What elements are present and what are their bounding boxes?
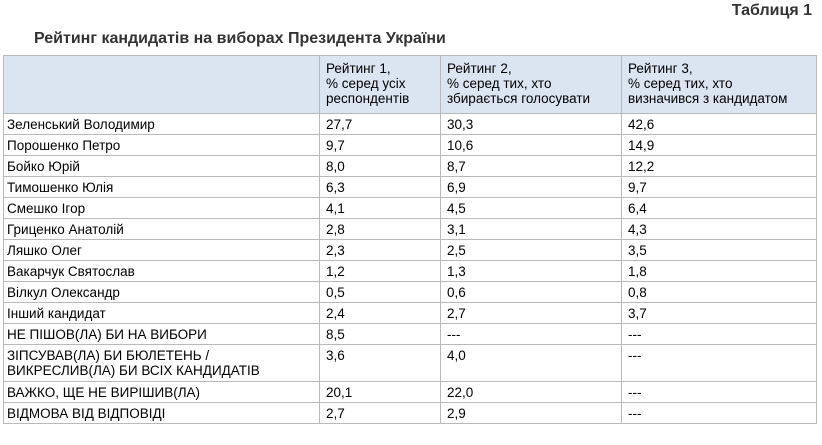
rating-table: Рейтинг 1,% серед усіх респондентів Рейти… <box>3 55 817 424</box>
value-cell-rating-2: 2,9 <box>440 402 622 424</box>
value-cell-rating-1: 0,5 <box>319 281 441 303</box>
table-row: Інший кандидат 2,4 2,7 3,7 <box>3 302 817 324</box>
header-cell-empty <box>3 55 320 114</box>
row-label-cell: Ляшко Олег <box>3 239 320 261</box>
value-cell-rating-2: 10,6 <box>440 134 622 156</box>
value-cell-rating-2: 4,5 <box>440 197 622 219</box>
value-cell-rating-1: 4,1 <box>319 197 441 219</box>
row-label-cell: Гриценко Анатолій <box>3 218 320 240</box>
value-cell-rating-2: 22,0 <box>440 381 622 403</box>
value-cell-rating-2: 4,0 <box>440 344 622 382</box>
row-label-cell: ЗІПСУВАВ(ЛА) БИ БЮЛЕТЕНЬ / ВИКРЕСЛИВ(ЛА) … <box>3 344 320 382</box>
value-cell-rating-1: 3,6 <box>319 344 441 382</box>
value-cell-rating-2: 6,9 <box>440 176 622 198</box>
value-cell-rating-3: --- <box>621 323 817 345</box>
table-row: Вакарчук Святослав 1,2 1,3 1,8 <box>3 260 817 282</box>
table-row: Тимошенко Юлія 6,3 6,9 9,7 <box>3 176 817 198</box>
table-row: Гриценко Анатолій 2,8 3,1 4,3 <box>3 218 817 240</box>
value-cell-rating-3: --- <box>621 402 817 424</box>
value-cell-rating-1: 20,1 <box>319 381 441 403</box>
value-cell-rating-2: 1,3 <box>440 260 622 282</box>
value-cell-rating-1: 8,5 <box>319 323 441 345</box>
row-label-cell: Зеленський Володимир <box>3 113 320 135</box>
value-cell-rating-3: 3,5 <box>621 239 817 261</box>
value-cell-rating-3: 14,9 <box>621 134 817 156</box>
value-cell-rating-1: 2,3 <box>319 239 441 261</box>
table-row: Порошенко Петро 9,7 10,6 14,9 <box>3 134 817 156</box>
value-cell-rating-3: 4,3 <box>621 218 817 240</box>
table-row: Бойко Юрій 8,0 8,7 12,2 <box>3 155 817 177</box>
value-cell-rating-2: 8,7 <box>440 155 622 177</box>
value-cell-rating-1: 2,7 <box>319 402 441 424</box>
table-row: ВАЖКО, ЩЕ НЕ ВИРІШИВ(ЛА) 20,1 22,0 --- <box>3 381 817 403</box>
value-cell-rating-3: --- <box>621 381 817 403</box>
table-row: НЕ ПІШОВ(ЛА) БИ НА ВИБОРИ 8,5 --- --- <box>3 323 817 345</box>
value-cell-rating-3: 1,8 <box>621 260 817 282</box>
table-row: ЗІПСУВАВ(ЛА) БИ БЮЛЕТЕНЬ / ВИКРЕСЛИВ(ЛА) … <box>3 344 817 382</box>
row-label-cell: Вакарчук Святослав <box>3 260 320 282</box>
row-label-cell: НЕ ПІШОВ(ЛА) БИ НА ВИБОРИ <box>3 323 320 345</box>
value-cell-rating-2: --- <box>440 323 622 345</box>
value-cell-rating-1: 2,4 <box>319 302 441 324</box>
value-cell-rating-3: 3,7 <box>621 302 817 324</box>
table-row: Зеленський Володимир 27,7 30,3 42,6 <box>3 113 817 135</box>
row-label-cell: Бойко Юрій <box>3 155 320 177</box>
table-row: Смешко Ігор 4,1 4,5 6,4 <box>3 197 817 219</box>
table-row: Вілкул Олександр 0,5 0,6 0,8 <box>3 281 817 303</box>
value-cell-rating-2: 2,7 <box>440 302 622 324</box>
row-label-cell: Порошенко Петро <box>3 134 320 156</box>
table-number-label: Таблиця 1 <box>731 2 812 19</box>
value-cell-rating-1: 2,8 <box>319 218 441 240</box>
value-cell-rating-3: 12,2 <box>621 155 817 177</box>
header-cell-rating-1: Рейтинг 1,% серед усіх респондентів <box>319 55 441 114</box>
table-title: Рейтинг кандидатів на виборах Президента… <box>34 30 446 47</box>
value-cell-rating-3: --- <box>621 344 817 382</box>
value-cell-rating-1: 27,7 <box>319 113 441 135</box>
value-cell-rating-3: 6,4 <box>621 197 817 219</box>
row-label-cell: ВІДМОВА ВІД ВІДПОВІДІ <box>3 402 320 424</box>
value-cell-rating-1: 8,0 <box>319 155 441 177</box>
header-cell-rating-2: Рейтинг 2,% серед тих, хто збирається гол… <box>440 55 622 114</box>
value-cell-rating-2: 30,3 <box>440 113 622 135</box>
row-label-cell: ВАЖКО, ЩЕ НЕ ВИРІШИВ(ЛА) <box>3 381 320 403</box>
table-row: Ляшко Олег 2,3 2,5 3,5 <box>3 239 817 261</box>
row-label-cell: Смешко Ігор <box>3 197 320 219</box>
table-row: ВІДМОВА ВІД ВІДПОВІДІ 2,7 2,9 --- <box>3 402 817 424</box>
value-cell-rating-3: 9,7 <box>621 176 817 198</box>
value-cell-rating-2: 3,1 <box>440 218 622 240</box>
header-row: Рейтинг 1,% серед усіх респондентів Рейти… <box>3 55 817 114</box>
value-cell-rating-3: 42,6 <box>621 113 817 135</box>
value-cell-rating-2: 2,5 <box>440 239 622 261</box>
row-label-cell: Інший кандидат <box>3 302 320 324</box>
header-cell-rating-3: Рейтинг 3,% серед тих, хто визначився з к… <box>621 55 817 114</box>
value-cell-rating-1: 1,2 <box>319 260 441 282</box>
value-cell-rating-2: 0,6 <box>440 281 622 303</box>
value-cell-rating-1: 6,3 <box>319 176 441 198</box>
value-cell-rating-3: 0,8 <box>621 281 817 303</box>
row-label-cell: Вілкул Олександр <box>3 281 320 303</box>
row-label-cell: Тимошенко Юлія <box>3 176 320 198</box>
value-cell-rating-1: 9,7 <box>319 134 441 156</box>
